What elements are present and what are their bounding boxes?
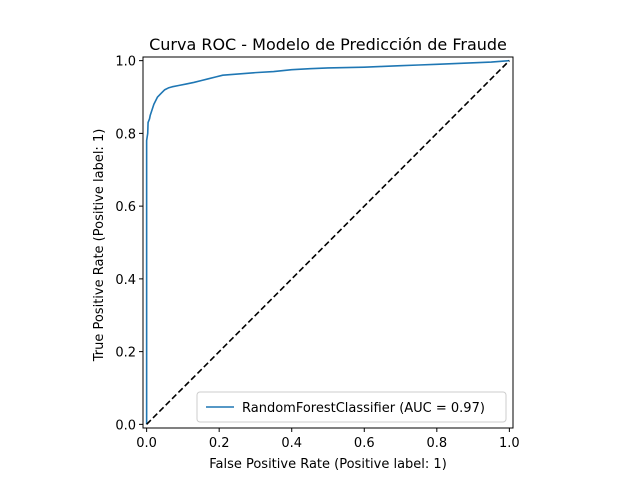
x-axis-label: False Positive Rate (Positive label: 1) — [209, 457, 447, 472]
x-tick-label: 1.0 — [499, 436, 520, 451]
x-tick-label: 0.8 — [426, 436, 447, 451]
chart-title: Curva ROC - Modelo de Predicción de Frau… — [149, 35, 507, 54]
roc-curve-line — [145, 59, 510, 425]
legend-entry-label: RandomForestClassifier (AUC = 0.97) — [242, 401, 485, 416]
x-tick-label: 0.0 — [136, 436, 157, 451]
legend-box — [196, 391, 507, 423]
legend: RandomForestClassifier (AUC = 0.97) — [196, 391, 507, 423]
y-tick-label: 0.0 — [115, 418, 136, 433]
y-axis-label: True Positive Rate (Positive label: 1) — [92, 129, 107, 363]
y-tick-label: 0.8 — [115, 127, 136, 142]
x-tick-label: 0.4 — [281, 436, 302, 451]
x-tick-label: 0.6 — [354, 436, 375, 451]
y-tick-label: 0.4 — [115, 273, 136, 288]
x-tick-label: 0.2 — [209, 436, 230, 451]
chance-diagonal-line — [146, 60, 510, 425]
y-tick-label: 0.6 — [115, 200, 136, 215]
y-tick-label: 0.2 — [115, 346, 136, 361]
y-tick-label: 1.0 — [115, 55, 136, 70]
plot-frame — [142, 56, 514, 429]
